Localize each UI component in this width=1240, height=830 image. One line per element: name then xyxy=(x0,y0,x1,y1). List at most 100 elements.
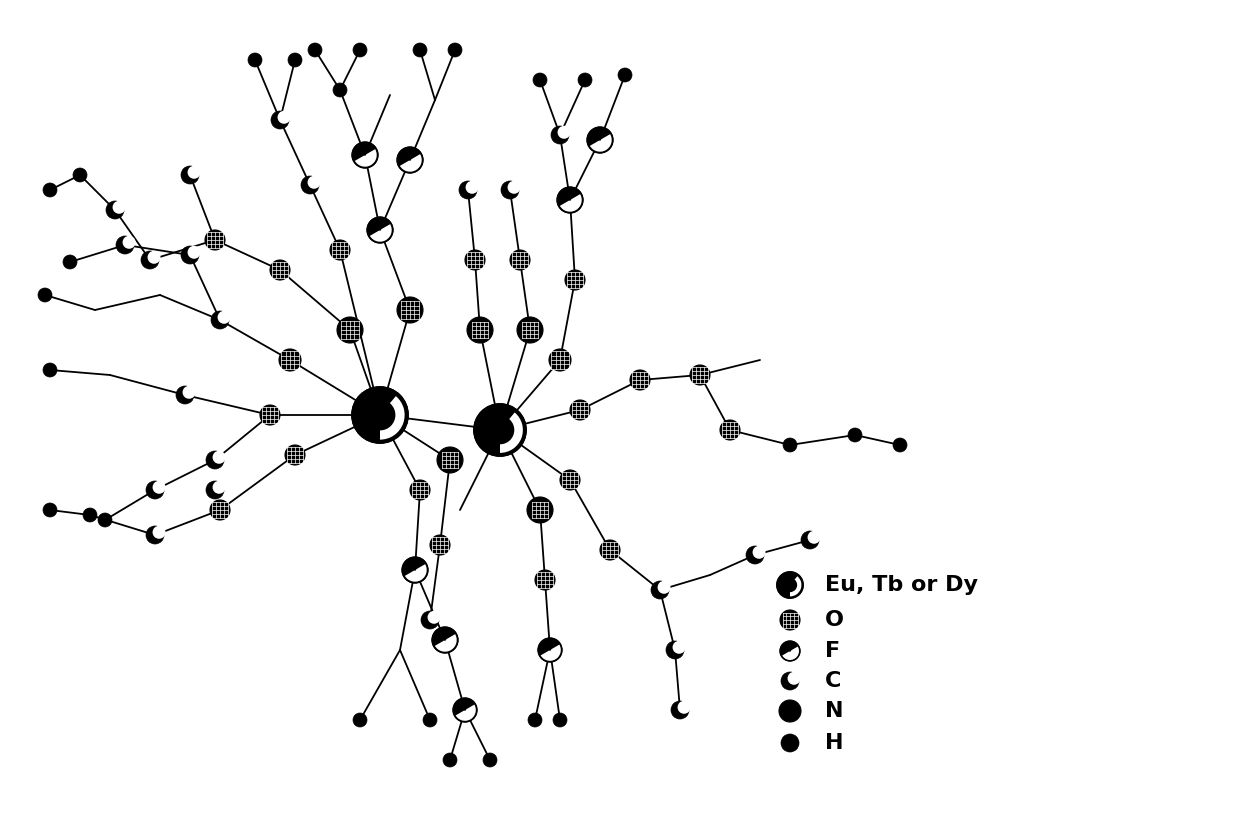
Circle shape xyxy=(470,320,490,340)
Circle shape xyxy=(205,230,224,250)
Circle shape xyxy=(181,166,198,184)
Wedge shape xyxy=(370,224,392,242)
Circle shape xyxy=(206,451,224,469)
Circle shape xyxy=(399,299,422,321)
Circle shape xyxy=(672,641,686,654)
Circle shape xyxy=(651,581,670,599)
Circle shape xyxy=(787,671,801,685)
Circle shape xyxy=(570,400,590,420)
Circle shape xyxy=(73,168,87,182)
Circle shape xyxy=(43,363,57,377)
Circle shape xyxy=(285,445,305,465)
Circle shape xyxy=(533,73,547,87)
Circle shape xyxy=(551,126,569,144)
Circle shape xyxy=(801,531,818,549)
Circle shape xyxy=(352,142,378,168)
Circle shape xyxy=(113,201,125,214)
Circle shape xyxy=(459,181,477,199)
Wedge shape xyxy=(435,634,456,652)
Circle shape xyxy=(422,611,439,629)
Circle shape xyxy=(353,713,367,727)
Circle shape xyxy=(428,611,440,624)
Wedge shape xyxy=(500,413,523,453)
Circle shape xyxy=(337,317,363,343)
Wedge shape xyxy=(541,645,560,661)
Circle shape xyxy=(397,297,423,323)
Circle shape xyxy=(474,404,526,456)
Circle shape xyxy=(484,753,497,767)
Circle shape xyxy=(671,701,689,719)
Circle shape xyxy=(413,43,427,57)
Circle shape xyxy=(448,43,463,57)
Circle shape xyxy=(43,183,57,197)
Text: N: N xyxy=(825,701,843,721)
Circle shape xyxy=(600,540,620,560)
Circle shape xyxy=(565,270,585,290)
Circle shape xyxy=(146,481,164,499)
Circle shape xyxy=(549,349,570,371)
Circle shape xyxy=(443,753,458,767)
Circle shape xyxy=(560,470,580,490)
Circle shape xyxy=(557,187,583,213)
Circle shape xyxy=(153,481,165,494)
Circle shape xyxy=(782,578,797,592)
Circle shape xyxy=(339,319,361,341)
Circle shape xyxy=(187,246,201,259)
Circle shape xyxy=(779,700,801,722)
Circle shape xyxy=(176,386,193,404)
Circle shape xyxy=(402,557,428,583)
Circle shape xyxy=(288,53,303,67)
Wedge shape xyxy=(782,647,799,660)
Circle shape xyxy=(630,370,650,390)
Circle shape xyxy=(893,438,906,452)
Circle shape xyxy=(270,260,290,280)
Circle shape xyxy=(397,147,423,173)
Circle shape xyxy=(260,405,280,425)
Circle shape xyxy=(146,526,164,544)
Circle shape xyxy=(187,166,201,178)
Circle shape xyxy=(206,481,224,499)
Circle shape xyxy=(105,201,124,219)
Circle shape xyxy=(465,250,485,270)
Circle shape xyxy=(432,627,458,653)
Circle shape xyxy=(367,217,393,243)
Circle shape xyxy=(98,513,112,527)
Circle shape xyxy=(507,181,521,193)
Circle shape xyxy=(330,240,350,260)
Circle shape xyxy=(212,451,226,464)
Circle shape xyxy=(148,251,160,264)
Circle shape xyxy=(677,701,691,714)
Circle shape xyxy=(210,500,229,520)
Circle shape xyxy=(38,288,52,302)
Text: F: F xyxy=(825,641,841,661)
Circle shape xyxy=(720,420,740,440)
Circle shape xyxy=(153,526,165,539)
Circle shape xyxy=(212,481,226,494)
Circle shape xyxy=(248,53,262,67)
Circle shape xyxy=(440,450,460,470)
Circle shape xyxy=(777,572,804,598)
Wedge shape xyxy=(379,396,404,440)
Wedge shape xyxy=(355,149,377,167)
Wedge shape xyxy=(455,705,476,720)
Circle shape xyxy=(301,176,319,194)
Circle shape xyxy=(781,734,799,752)
Circle shape xyxy=(278,111,290,124)
Circle shape xyxy=(63,255,77,269)
Circle shape xyxy=(780,610,800,630)
Circle shape xyxy=(578,73,591,87)
Circle shape xyxy=(43,503,57,517)
Circle shape xyxy=(272,111,289,129)
Text: C: C xyxy=(825,671,842,691)
Circle shape xyxy=(83,508,97,522)
Circle shape xyxy=(308,43,322,57)
Circle shape xyxy=(465,181,479,193)
Text: O: O xyxy=(825,610,844,630)
Circle shape xyxy=(123,236,135,249)
Circle shape xyxy=(534,570,556,590)
Circle shape xyxy=(501,181,520,199)
Circle shape xyxy=(334,83,347,97)
Circle shape xyxy=(486,416,515,444)
Circle shape xyxy=(467,317,494,343)
Circle shape xyxy=(517,317,543,343)
